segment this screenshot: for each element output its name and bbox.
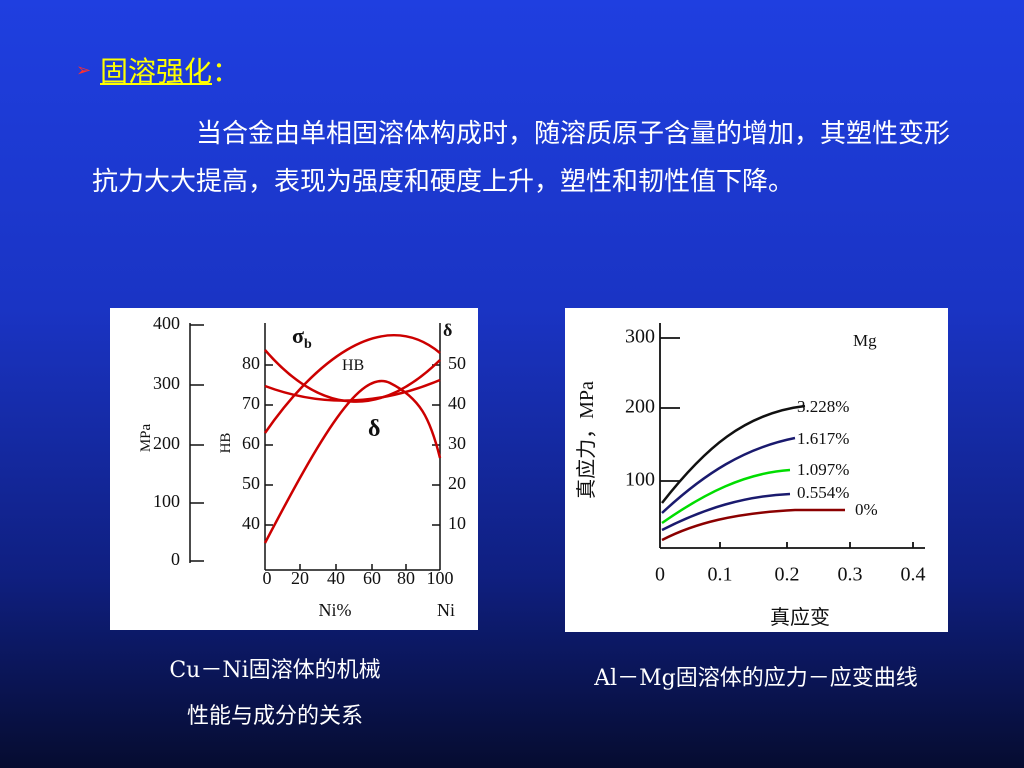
x-tick-label: 0.4 [901,564,926,586]
hb-tick-label: 60 [242,433,260,453]
legend-title: Mg [853,331,877,350]
x-axis [660,542,925,549]
x-tick-label: 0 [655,564,665,586]
mpa-tick-label: 200 [153,433,180,453]
mpa-tick-label: 100 [153,491,180,511]
axes [659,323,925,549]
curve [661,404,806,504]
sigma-label: σb [292,323,312,352]
curve [661,508,845,542]
heading: 固溶强化： [100,50,240,90]
delta-tick-label: 10 [448,513,466,533]
delta-axis-label: δ [443,320,452,340]
x-tick-label: 100 [427,568,454,588]
caption-2: Al－Mg固溶体的应力－应变曲线 [594,666,918,691]
x-label: Ni% [319,600,352,620]
curve [263,334,441,434]
paragraph: 当合金由单相固溶体构成时，随溶质原子含量的增加，其塑性变形抗力大大提高，表现为强… [92,119,951,197]
mpa-axis [189,323,204,563]
x-tick-label: 80 [397,568,415,588]
curve-label: 1.097% [797,460,849,479]
heading-colon: ： [212,55,241,88]
hb-label: HB [218,433,234,454]
hb-curve-label: HB [342,357,364,374]
curve [661,436,796,514]
mpa-label: MPa [138,423,154,452]
delta-curve-label: δ [368,416,380,442]
mpa-tick-label: 300 [153,373,180,393]
hb-axis [264,323,273,570]
curve-label: 1.617% [797,429,849,448]
x-label-right: Ni [437,600,455,620]
x-label: 真应变 [770,606,830,629]
figure-bg [110,308,478,630]
curves [263,334,442,544]
x-axis [265,564,440,571]
caption-line: Cu－Ni固溶体的机械 [169,658,381,683]
hb-tick-label: 70 [242,393,260,413]
y-tick-label: 100 [625,469,655,491]
hb-tick-label: 50 [242,473,260,493]
hb-tick-label: 80 [242,353,260,373]
curve-label: 3.228% [797,397,849,416]
delta-tick-label: 50 [448,353,466,373]
x-tick-label: 0.2 [775,564,800,586]
x-tick-label: 40 [327,568,345,588]
curve [661,492,791,532]
curves [661,404,845,542]
caption-1: Cu－Ni固溶体的机械 性能与成分的关系 [110,648,440,740]
y-label: 真应力，MPa [575,381,598,499]
bullet: ➢ [76,60,92,81]
delta-tick-label: 40 [448,393,466,413]
y-tick-label: 300 [625,326,655,348]
heading-title: 固溶强化 [100,55,213,88]
x-tick-label: 0 [263,568,272,588]
y-axis [659,323,680,548]
delta-tick-label: 20 [448,473,466,493]
figure-bg [565,308,948,632]
x-tick-label: 60 [363,568,381,588]
figure-cu-ni: σb HB δ δ MPa HB Ni% Ni 4003002001000807… [110,308,478,630]
axes [189,323,441,571]
x-tick-label: 0.1 [708,564,733,586]
curve [264,378,441,402]
curve-label: 0.554% [797,483,849,502]
caption-line: 性能与成分的关系 [186,704,363,729]
curve-label: 0% [855,500,878,519]
mpa-tick-label: 0 [171,549,180,569]
delta-tick-label: 30 [448,433,466,453]
curve [661,468,791,525]
curve [263,379,442,544]
y-tick-label: 200 [625,396,655,418]
figure-al-mg: 真应力，MPa 真应变 Mg 300 200 100 0 0.1 0.2 0.3 0.4 3.2… [565,308,948,632]
x-tick-label: 20 [291,568,309,588]
x-tick-label: 0.3 [838,564,863,586]
hb-tick-label: 40 [242,513,260,533]
mpa-tick-label: 400 [153,313,180,333]
